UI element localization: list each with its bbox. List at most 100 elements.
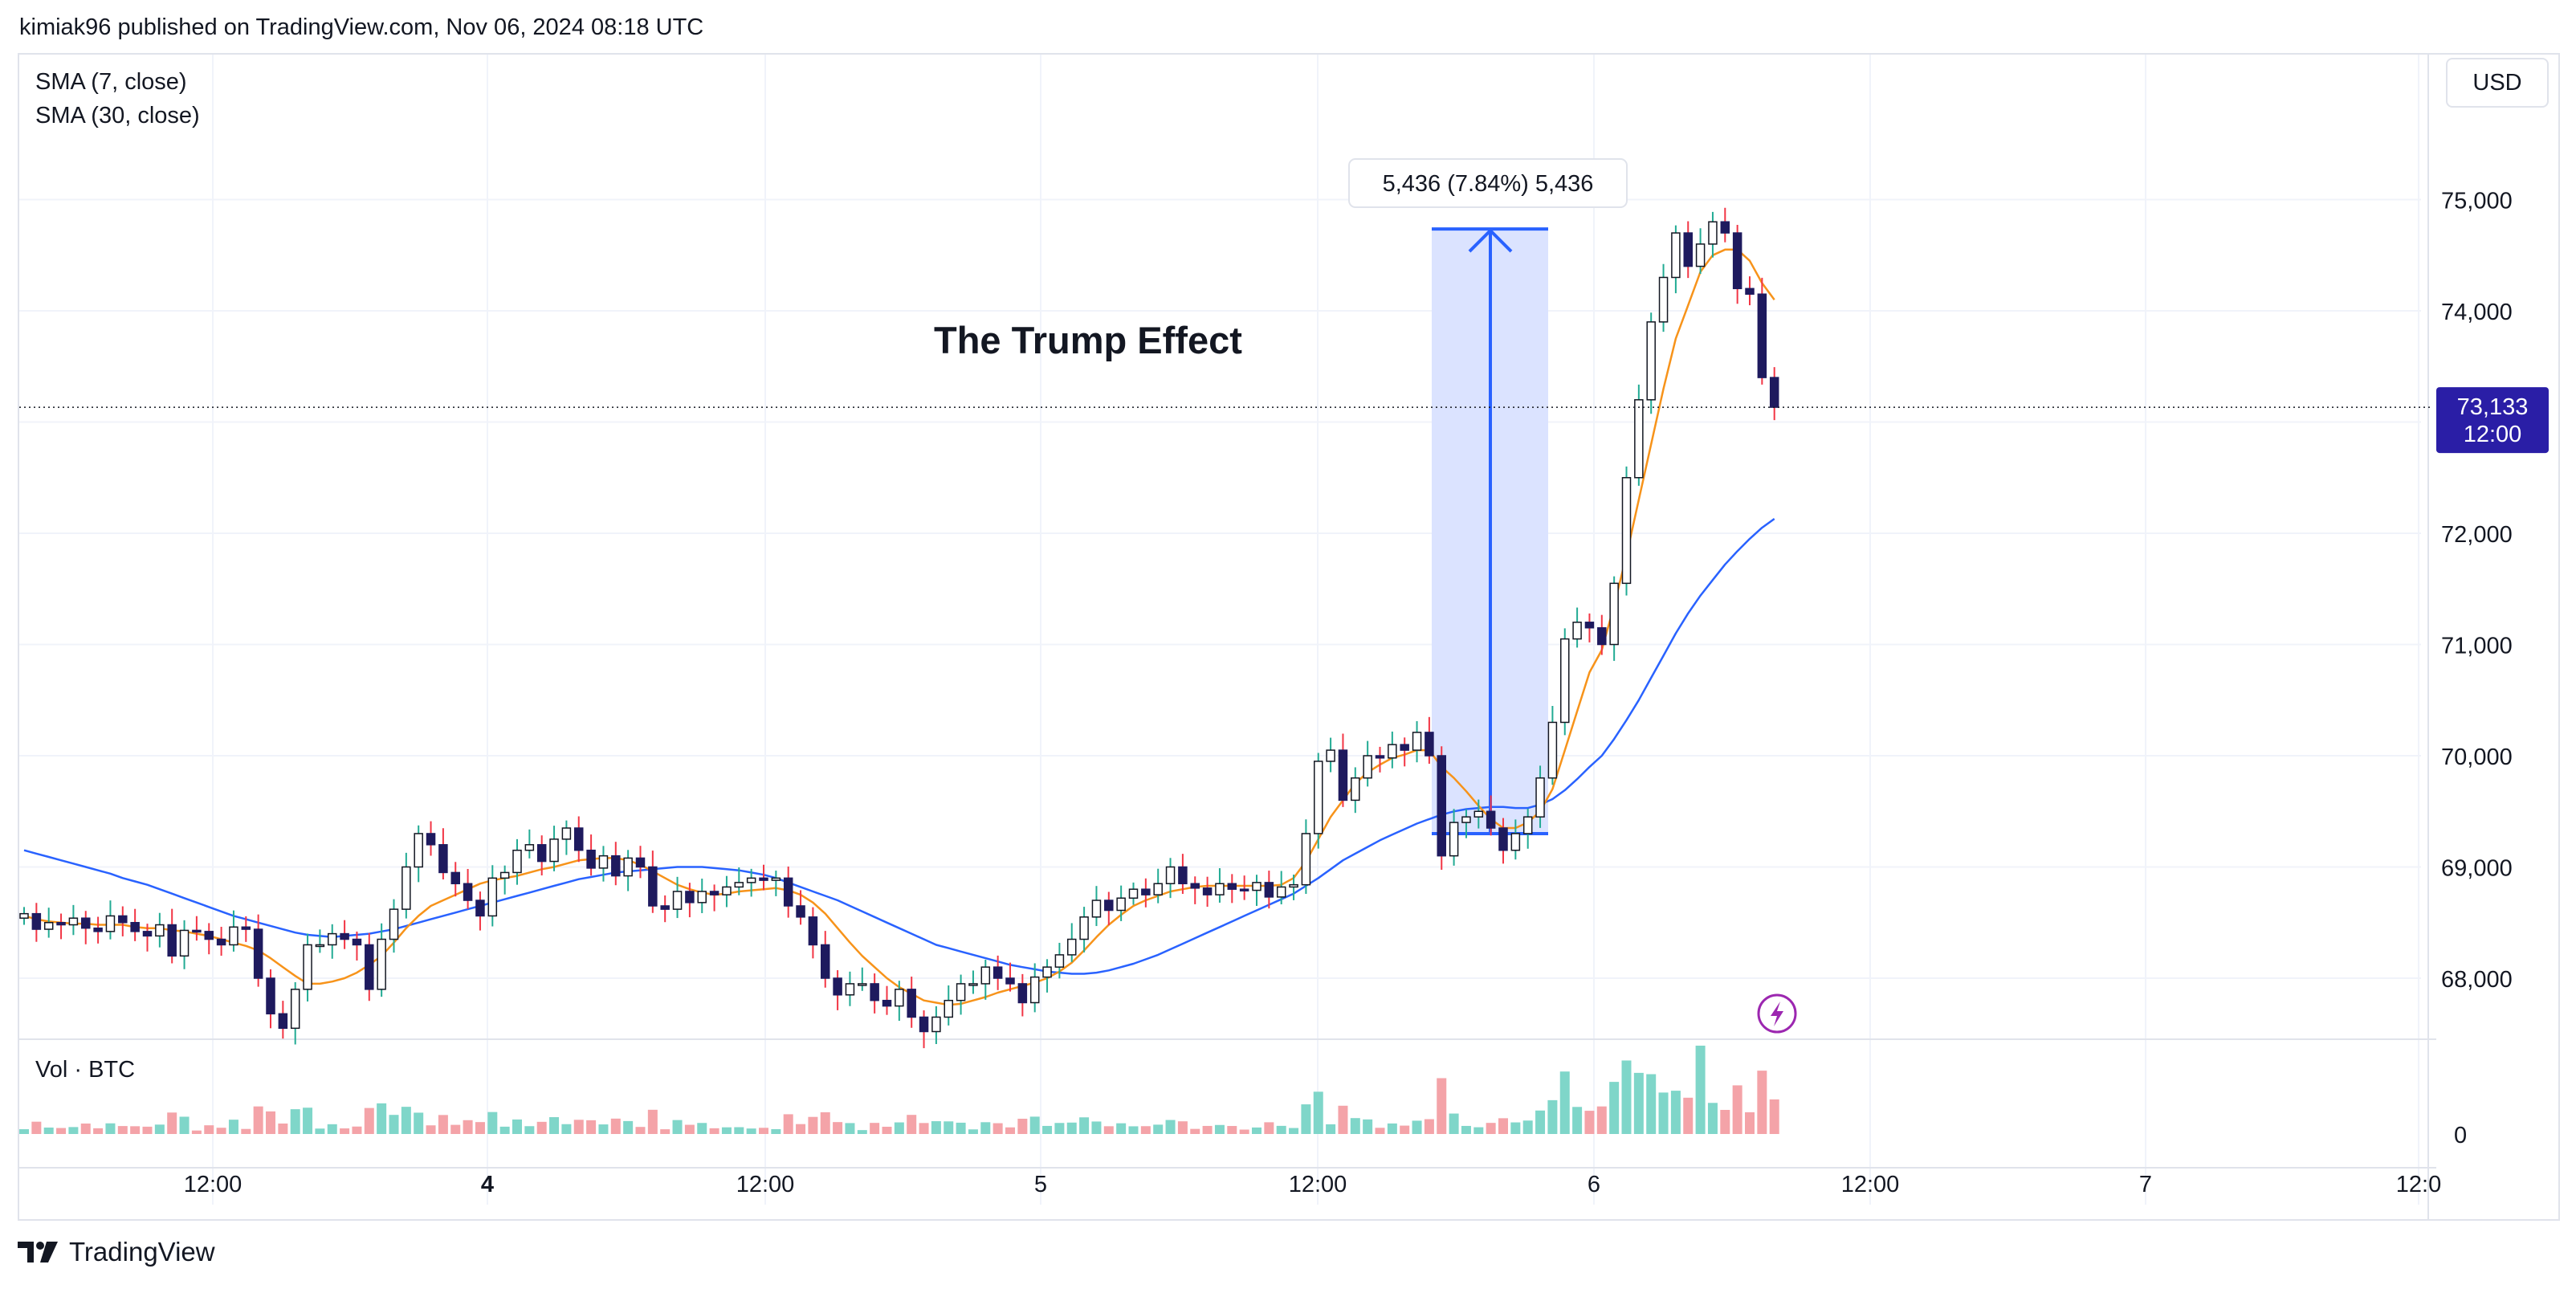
tradingview-brand: TradingView [69, 1237, 215, 1267]
time-axis-label: 6 [1588, 1172, 1600, 1197]
sma30-legend[interactable]: SMA (30, close) [35, 103, 200, 128]
candle-body [1252, 882, 1262, 891]
currency-button[interactable]: USD [2446, 58, 2549, 108]
candle-body [1522, 816, 1533, 834]
candle-body [1153, 883, 1163, 895]
candle-body [229, 926, 238, 946]
volume-bar [968, 1129, 978, 1134]
volume-bar [796, 1124, 806, 1134]
volume-bar [414, 1112, 424, 1134]
lightning-bolt-icon [1757, 993, 1797, 1034]
volume-bar [833, 1122, 843, 1134]
candle-body [549, 838, 559, 863]
candle-body [1375, 755, 1385, 759]
volume-bar [1670, 1091, 1681, 1134]
volume-bar [117, 1126, 128, 1134]
volume-bar [401, 1107, 411, 1134]
candle-body [450, 871, 460, 885]
candle-body [1646, 321, 1656, 401]
volume-bar [1522, 1120, 1533, 1134]
candle-body [253, 928, 263, 979]
volume-bar [1535, 1110, 1546, 1134]
volume-bar [1350, 1118, 1360, 1134]
volume-bar [598, 1124, 609, 1134]
candle-body [130, 922, 140, 932]
volume-bar [882, 1126, 892, 1134]
time-axis-label: 7 [2139, 1172, 2152, 1197]
candle-body [524, 844, 535, 851]
candle-body [1572, 622, 1582, 640]
candle-body [377, 938, 386, 990]
volume-bar [992, 1123, 1003, 1134]
sma7-legend[interactable]: SMA (7, close) [35, 69, 187, 95]
volume-bar [1547, 1099, 1558, 1134]
volume-bar [1289, 1128, 1299, 1134]
volume-bar [241, 1128, 251, 1134]
candle-body [759, 877, 768, 881]
volume-bar [870, 1123, 880, 1134]
tradingview-footer[interactable]: TradingView [18, 1237, 215, 1267]
volume-bar [635, 1127, 646, 1134]
volume-bar [1633, 1072, 1644, 1134]
candle-body [1005, 977, 1015, 985]
candle-body [463, 883, 473, 901]
candle-body [1449, 822, 1459, 857]
candle-body [142, 931, 153, 937]
candle-body [1584, 622, 1595, 629]
candle-body [1029, 976, 1040, 1004]
candle-body [796, 905, 805, 918]
candle-body [68, 917, 79, 926]
volume-bar [512, 1119, 522, 1134]
candle-body [303, 944, 312, 990]
candle-body [944, 999, 953, 1018]
measure-arrow-icon [1468, 228, 1513, 253]
volume-bar [1387, 1123, 1397, 1134]
candle-body [1338, 749, 1348, 802]
chart-grid [19, 55, 2436, 1219]
candle-body [1621, 477, 1632, 585]
candle-body [746, 877, 756, 883]
candle-body [1314, 761, 1323, 834]
time-axis-label: 4 [481, 1172, 494, 1197]
volume-bar [68, 1127, 79, 1134]
volume-bar [610, 1118, 621, 1134]
candle-body [118, 915, 128, 924]
volume-bar [647, 1109, 658, 1134]
candle-body [685, 891, 695, 904]
candle-body [43, 922, 54, 930]
volume-bar [919, 1123, 929, 1134]
candle-body [586, 849, 596, 869]
candle-body [1769, 377, 1779, 408]
volume-legend[interactable]: Vol · BTC [35, 1057, 136, 1083]
candle-body [1215, 883, 1225, 895]
volume-bar [1153, 1124, 1164, 1134]
candle-body [709, 891, 719, 895]
candle-body [561, 827, 572, 840]
volume-bar [191, 1130, 202, 1134]
volume-bar [364, 1107, 374, 1134]
candle-body [870, 983, 879, 1001]
volume-bar [278, 1123, 288, 1134]
time-axis-label: 12:00 [736, 1172, 795, 1197]
volume-bar [586, 1120, 597, 1134]
candle-body [660, 905, 670, 910]
volume-bar [931, 1121, 941, 1134]
price-axis-label: 74,000 [2441, 300, 2513, 325]
candle-body [1757, 293, 1767, 378]
axes: 68,000 69,000 70,000 71,000 72,000 74,000 75,0… [184, 189, 2549, 1197]
candle-body [1202, 887, 1213, 895]
candle-body [536, 844, 547, 863]
candle-body [1289, 883, 1298, 888]
candle-body [1671, 232, 1681, 279]
candle-body [1634, 399, 1644, 479]
candle-body [968, 983, 978, 986]
candle-body [1609, 582, 1619, 646]
time-axis-label: 12:00 [1289, 1172, 1347, 1197]
candle-body [487, 877, 498, 917]
volume-bar [315, 1128, 325, 1134]
candle-body [771, 877, 781, 881]
volume-bar [1165, 1120, 1176, 1134]
volume-bar [1029, 1116, 1040, 1134]
candle-body [1042, 966, 1052, 978]
